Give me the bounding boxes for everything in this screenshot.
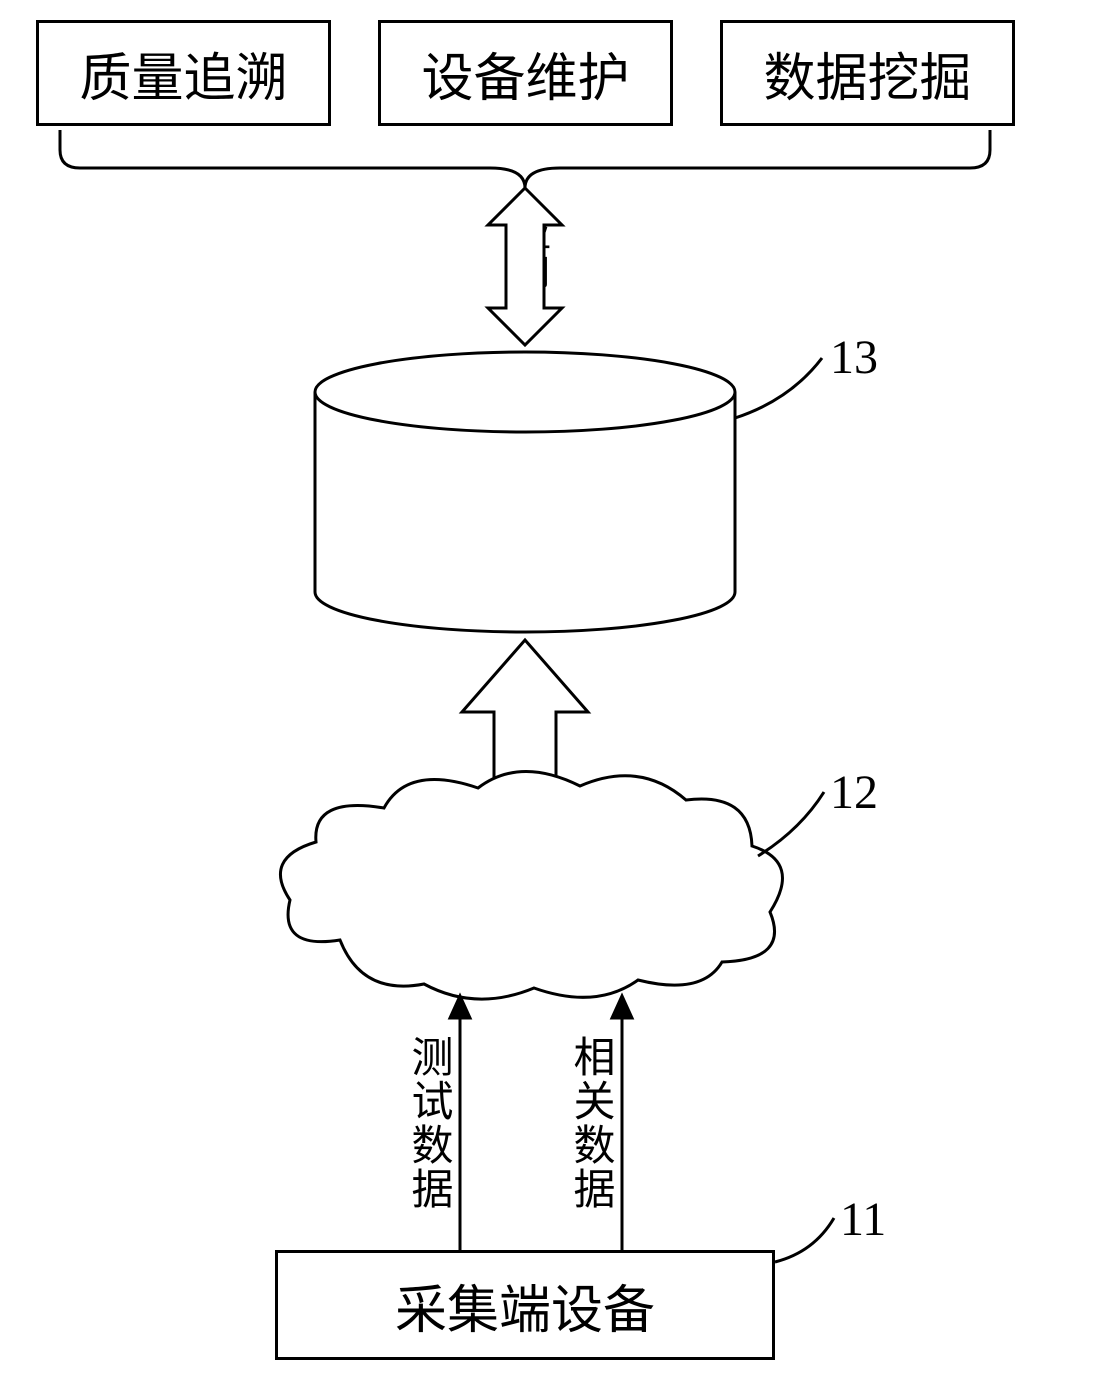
node-collector-device: 采集端设备 [275,1250,775,1360]
node-server-device-label1: 服务端 [315,438,735,506]
ref-12: 12 [830,765,878,820]
node-data-mining: 数据挖掘 [720,20,1015,126]
node-data-mining-label: 数据挖掘 [763,36,971,111]
node-server-device: 服务端 设备 [315,438,735,573]
node-collector-device-label: 采集端设备 [395,1268,655,1343]
arrow-test-data-label: 测试数据 [398,1035,459,1216]
arrow-related-data-label-text: 相关数据 [560,1035,621,1211]
diagram-canvas: 质量追溯 设备维护 数据挖掘 服务端 设备 IoT网络 采集端设备 应用 测试数… [0,0,1111,1391]
ref-leader-13 [735,358,822,418]
ref-13: 13 [830,330,878,385]
bidir-arrow-label-text: 应用 [504,215,556,291]
node-equipment-maintain-label: 设备维护 [421,36,629,111]
arrow-related-data-label: 相关数据 [560,1035,621,1216]
arrow-test-data-label-text: 测试数据 [398,1035,459,1211]
node-server-device-label2: 设备 [315,506,735,574]
node-iot-network-label: IoT网络 [442,884,607,937]
node-equipment-maintain: 设备维护 [378,20,673,126]
ref-leader-11 [775,1218,834,1262]
ref-leader-12 [758,792,824,856]
bidir-arrow-label: 应用 [504,215,556,296]
brace-connector [60,130,990,188]
up-arrow-icon [462,640,588,800]
node-quality-trace-label: 质量追溯 [79,36,287,111]
node-quality-trace: 质量追溯 [36,20,331,126]
ref-11: 11 [840,1192,886,1247]
node-iot-network: IoT网络 [295,870,755,940]
diagram-svg [0,0,1111,1391]
